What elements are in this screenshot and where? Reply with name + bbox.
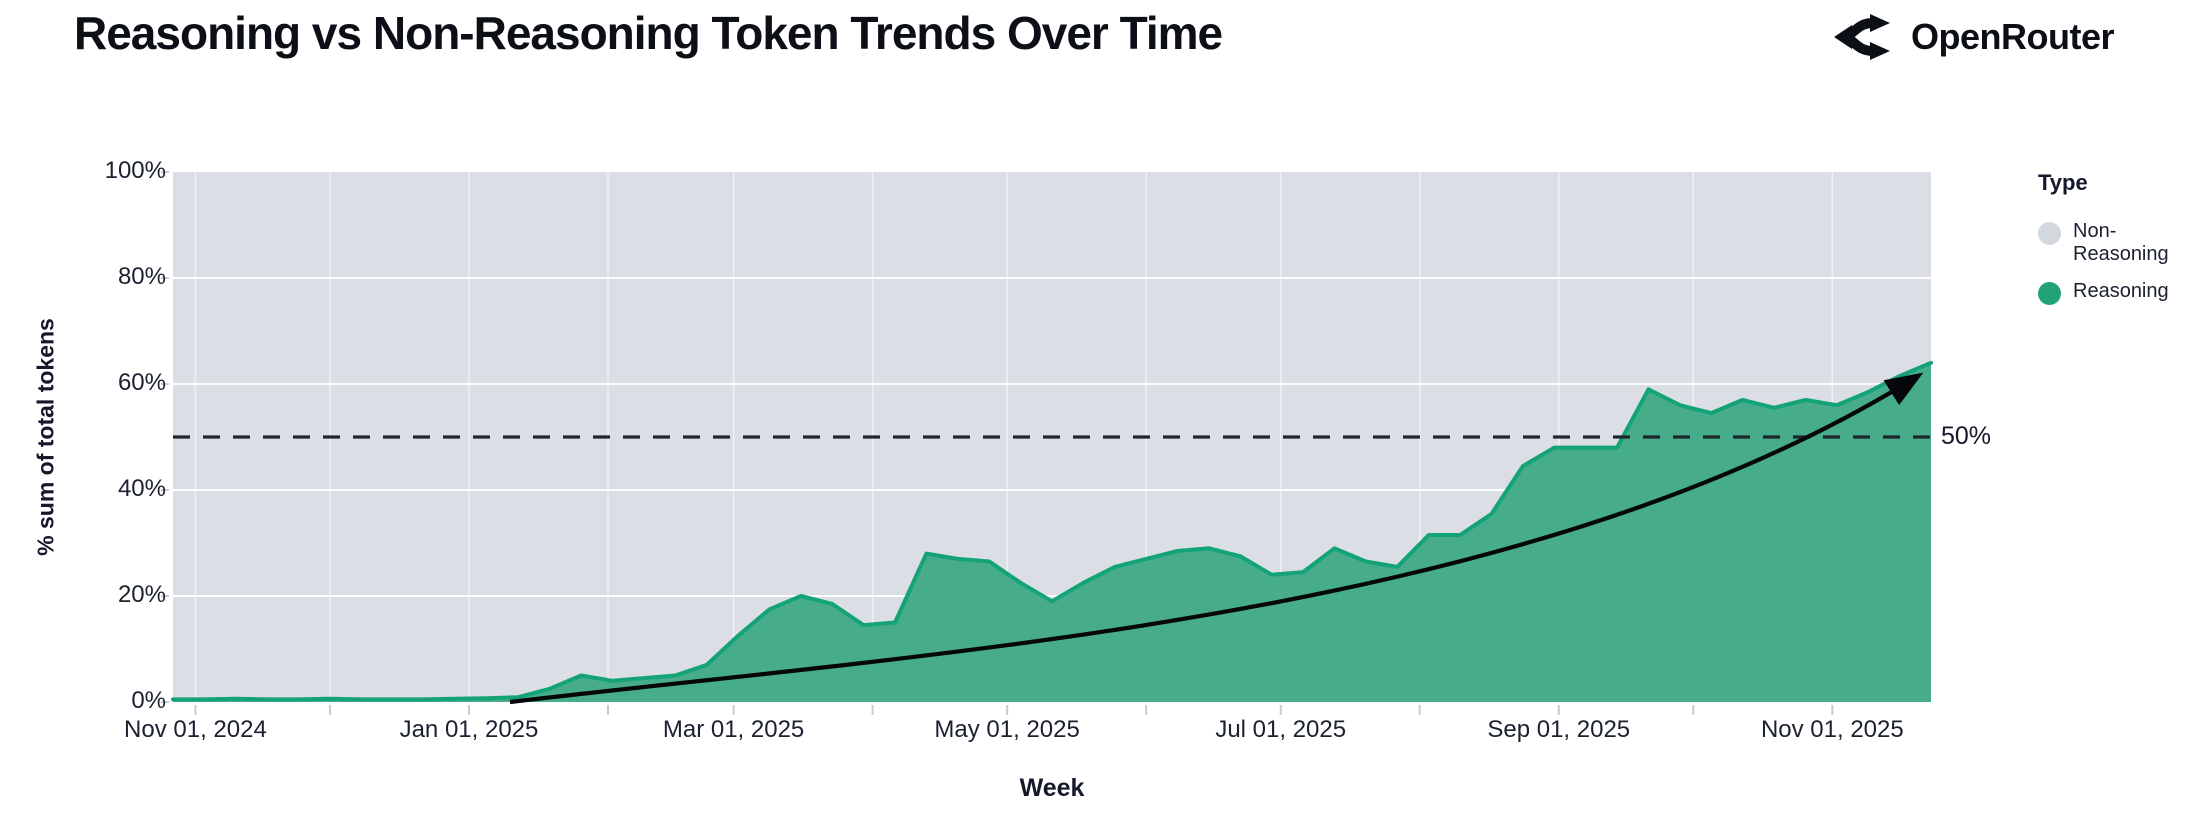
x-tick-label: Mar 01, 2025 [662, 716, 805, 743]
x-tick-label: Jan 01, 2025 [399, 716, 539, 743]
y-tick-label: 80% [117, 263, 166, 290]
legend-title: Type [2038, 170, 2088, 195]
page-title: Reasoning vs Non-Reasoning Token Trends … [74, 7, 1223, 59]
brand-name: OpenRouter [1911, 16, 2115, 57]
y-tick-label: 40% [117, 475, 166, 502]
fifty-percent-label: 50% [1941, 422, 1992, 450]
x-tick-label: May 01, 2025 [934, 716, 1080, 743]
legend-swatch-icon [2038, 282, 2061, 305]
y-tick-label: 20% [117, 581, 166, 608]
x-tick-label: Jul 01, 2025 [1215, 716, 1347, 743]
openrouter-brand[interactable]: OpenRouter [1833, 12, 2115, 62]
x-tick-label: Nov 01, 2024 [124, 716, 267, 743]
legend-item-label: Non-Reasoning [2073, 220, 2169, 265]
reasoning-area[interactable] [173, 362, 1931, 702]
y-axis-tick-marks [161, 171, 169, 703]
y-tick-label: 60% [117, 369, 166, 396]
x-axis-tick-marks [194, 705, 1834, 715]
reasoning-edge-line [171, 360, 1933, 702]
y-tick-label: 0% [131, 687, 166, 714]
x-tick-label: Sep 01, 2025 [1487, 716, 1631, 743]
x-tick-label: Nov 01, 2025 [1760, 716, 1904, 743]
y-tick-label: 100% [104, 157, 166, 184]
legend-swatch-icon [2038, 222, 2061, 245]
trend-arrow [509, 372, 1924, 705]
openrouter-logo-icon [1834, 14, 1890, 60]
y-axis-title: % sum of total tokens [32, 318, 59, 556]
legend-items: Non-Reasoning Reasoning [2038, 220, 2198, 305]
legend-item-label: Reasoning [2073, 280, 2169, 302]
legend-item-non-reasoning[interactable]: Non-Reasoning [2038, 220, 2198, 266]
x-axis-title: Week [1019, 774, 1085, 802]
legend: Type Non-Reasoning Reasoning [2038, 170, 2198, 319]
legend-item-reasoning[interactable]: Reasoning [2038, 280, 2198, 305]
